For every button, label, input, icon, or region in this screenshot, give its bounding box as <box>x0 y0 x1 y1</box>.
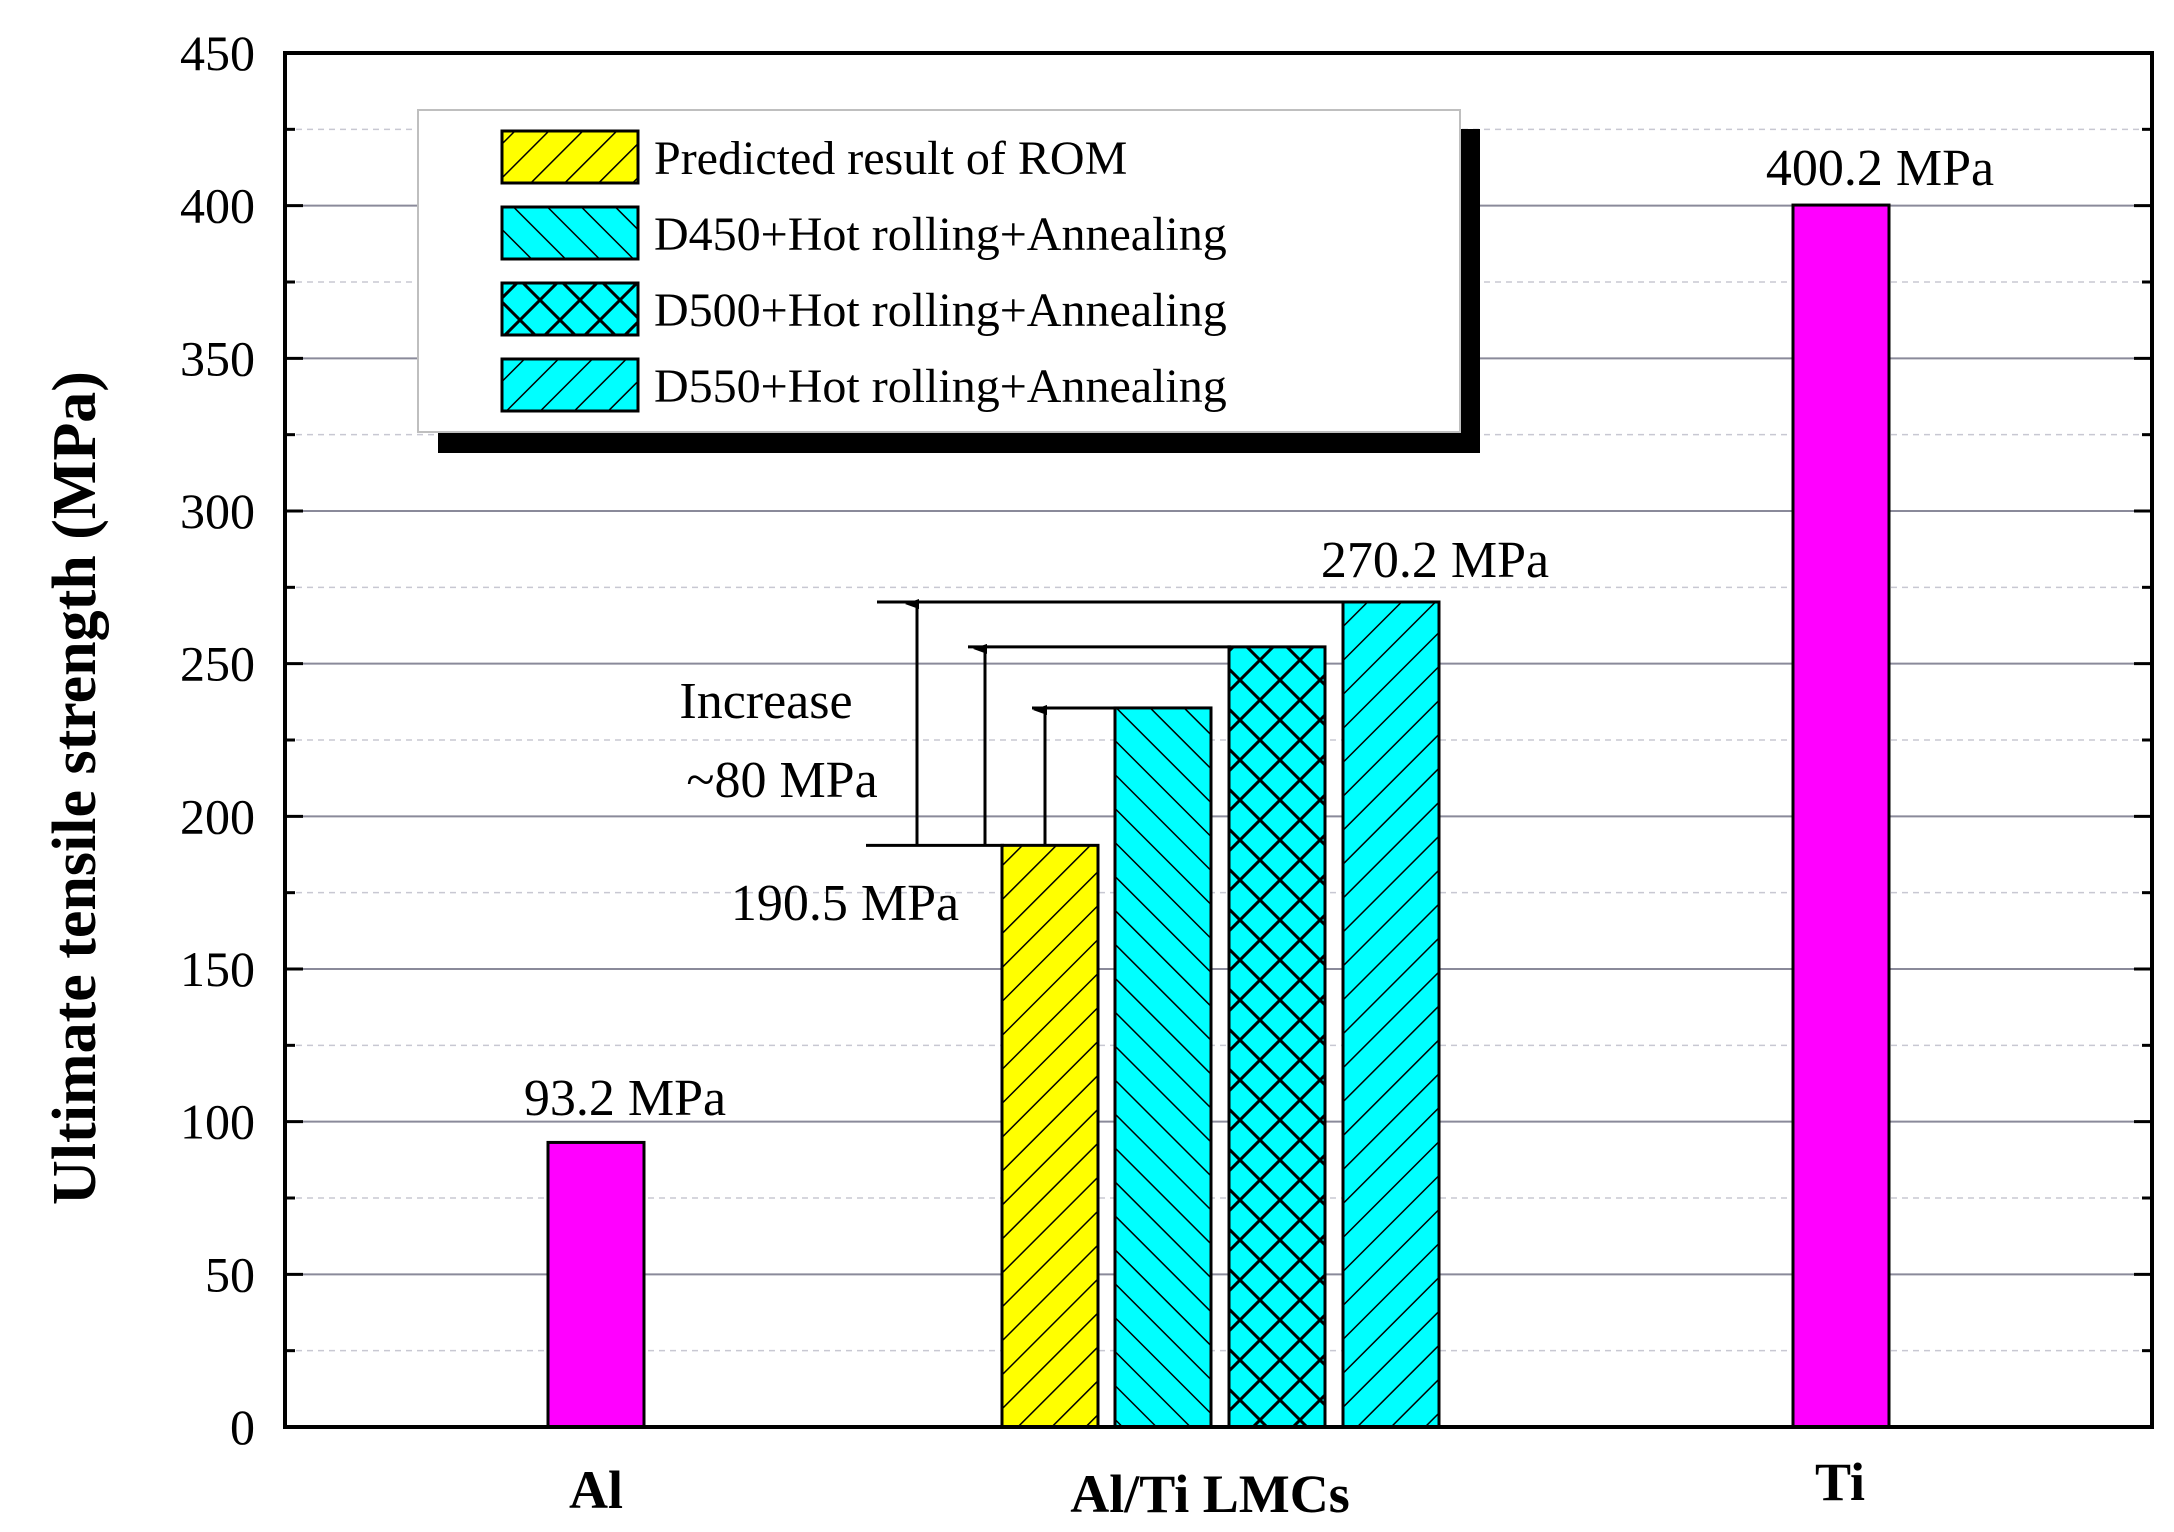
legend-swatch-d500 <box>500 281 640 337</box>
plot-frame <box>283 51 2154 1429</box>
bar <box>1113 706 1213 1429</box>
bar <box>1227 645 1327 1429</box>
y-tick-label: 150 <box>180 941 255 997</box>
increase-amount-label: ~80 MPa <box>686 752 877 809</box>
y-tick-label: 100 <box>180 1094 255 1150</box>
legend-label-rom: Predicted result of ROM <box>654 132 1127 185</box>
legend-swatch-rom <box>500 129 640 185</box>
y-tick-label: 50 <box>205 1246 255 1302</box>
bar <box>1791 203 1891 1429</box>
annotations <box>866 598 1345 847</box>
increase-label: Increase <box>679 673 852 730</box>
bars <box>546 203 1891 1429</box>
legend: Predicted result of ROM D450+Hot rolling… <box>417 109 1480 453</box>
legend-swatch-d450 <box>500 205 640 261</box>
bar <box>1341 600 1441 1429</box>
legend-label-d550: D550+Hot rolling+Annealing <box>654 360 1227 413</box>
y-tick-label: 200 <box>180 788 255 844</box>
y-tick-label: 0 <box>230 1399 255 1455</box>
y-tick-label: 450 <box>180 25 255 81</box>
value-label-al: 93.2 MPa <box>524 1070 726 1127</box>
y-tick-label: 300 <box>180 483 255 539</box>
legend-swatch-d550 <box>500 357 640 413</box>
y-tick-label: 400 <box>180 178 255 234</box>
value-label-d550: 270.2 MPa <box>1321 532 1549 589</box>
y-tick-label: 250 <box>180 636 255 692</box>
category-label-ti: Ti <box>1815 1452 1865 1512</box>
y-tick-label: 350 <box>180 330 255 386</box>
bar <box>546 1140 646 1429</box>
legend-label-d500: D500+Hot rolling+Annealing <box>654 284 1227 337</box>
legend-label-d450: D450+Hot rolling+Annealing <box>654 208 1227 261</box>
y-axis-title: Ultimate tensile strength (MPa) <box>41 371 109 1205</box>
bar <box>1000 843 1100 1429</box>
category-label-al: Al <box>569 1460 623 1520</box>
value-label-rom: 190.5 MPa <box>731 875 959 932</box>
category-label-lmcs: Al/Ti LMCs <box>1070 1464 1350 1524</box>
axes: 0 50 100 150 200 250 300 350 400 450 <box>180 25 2154 1455</box>
value-label-ti: 400.2 MPa <box>1766 140 1994 197</box>
